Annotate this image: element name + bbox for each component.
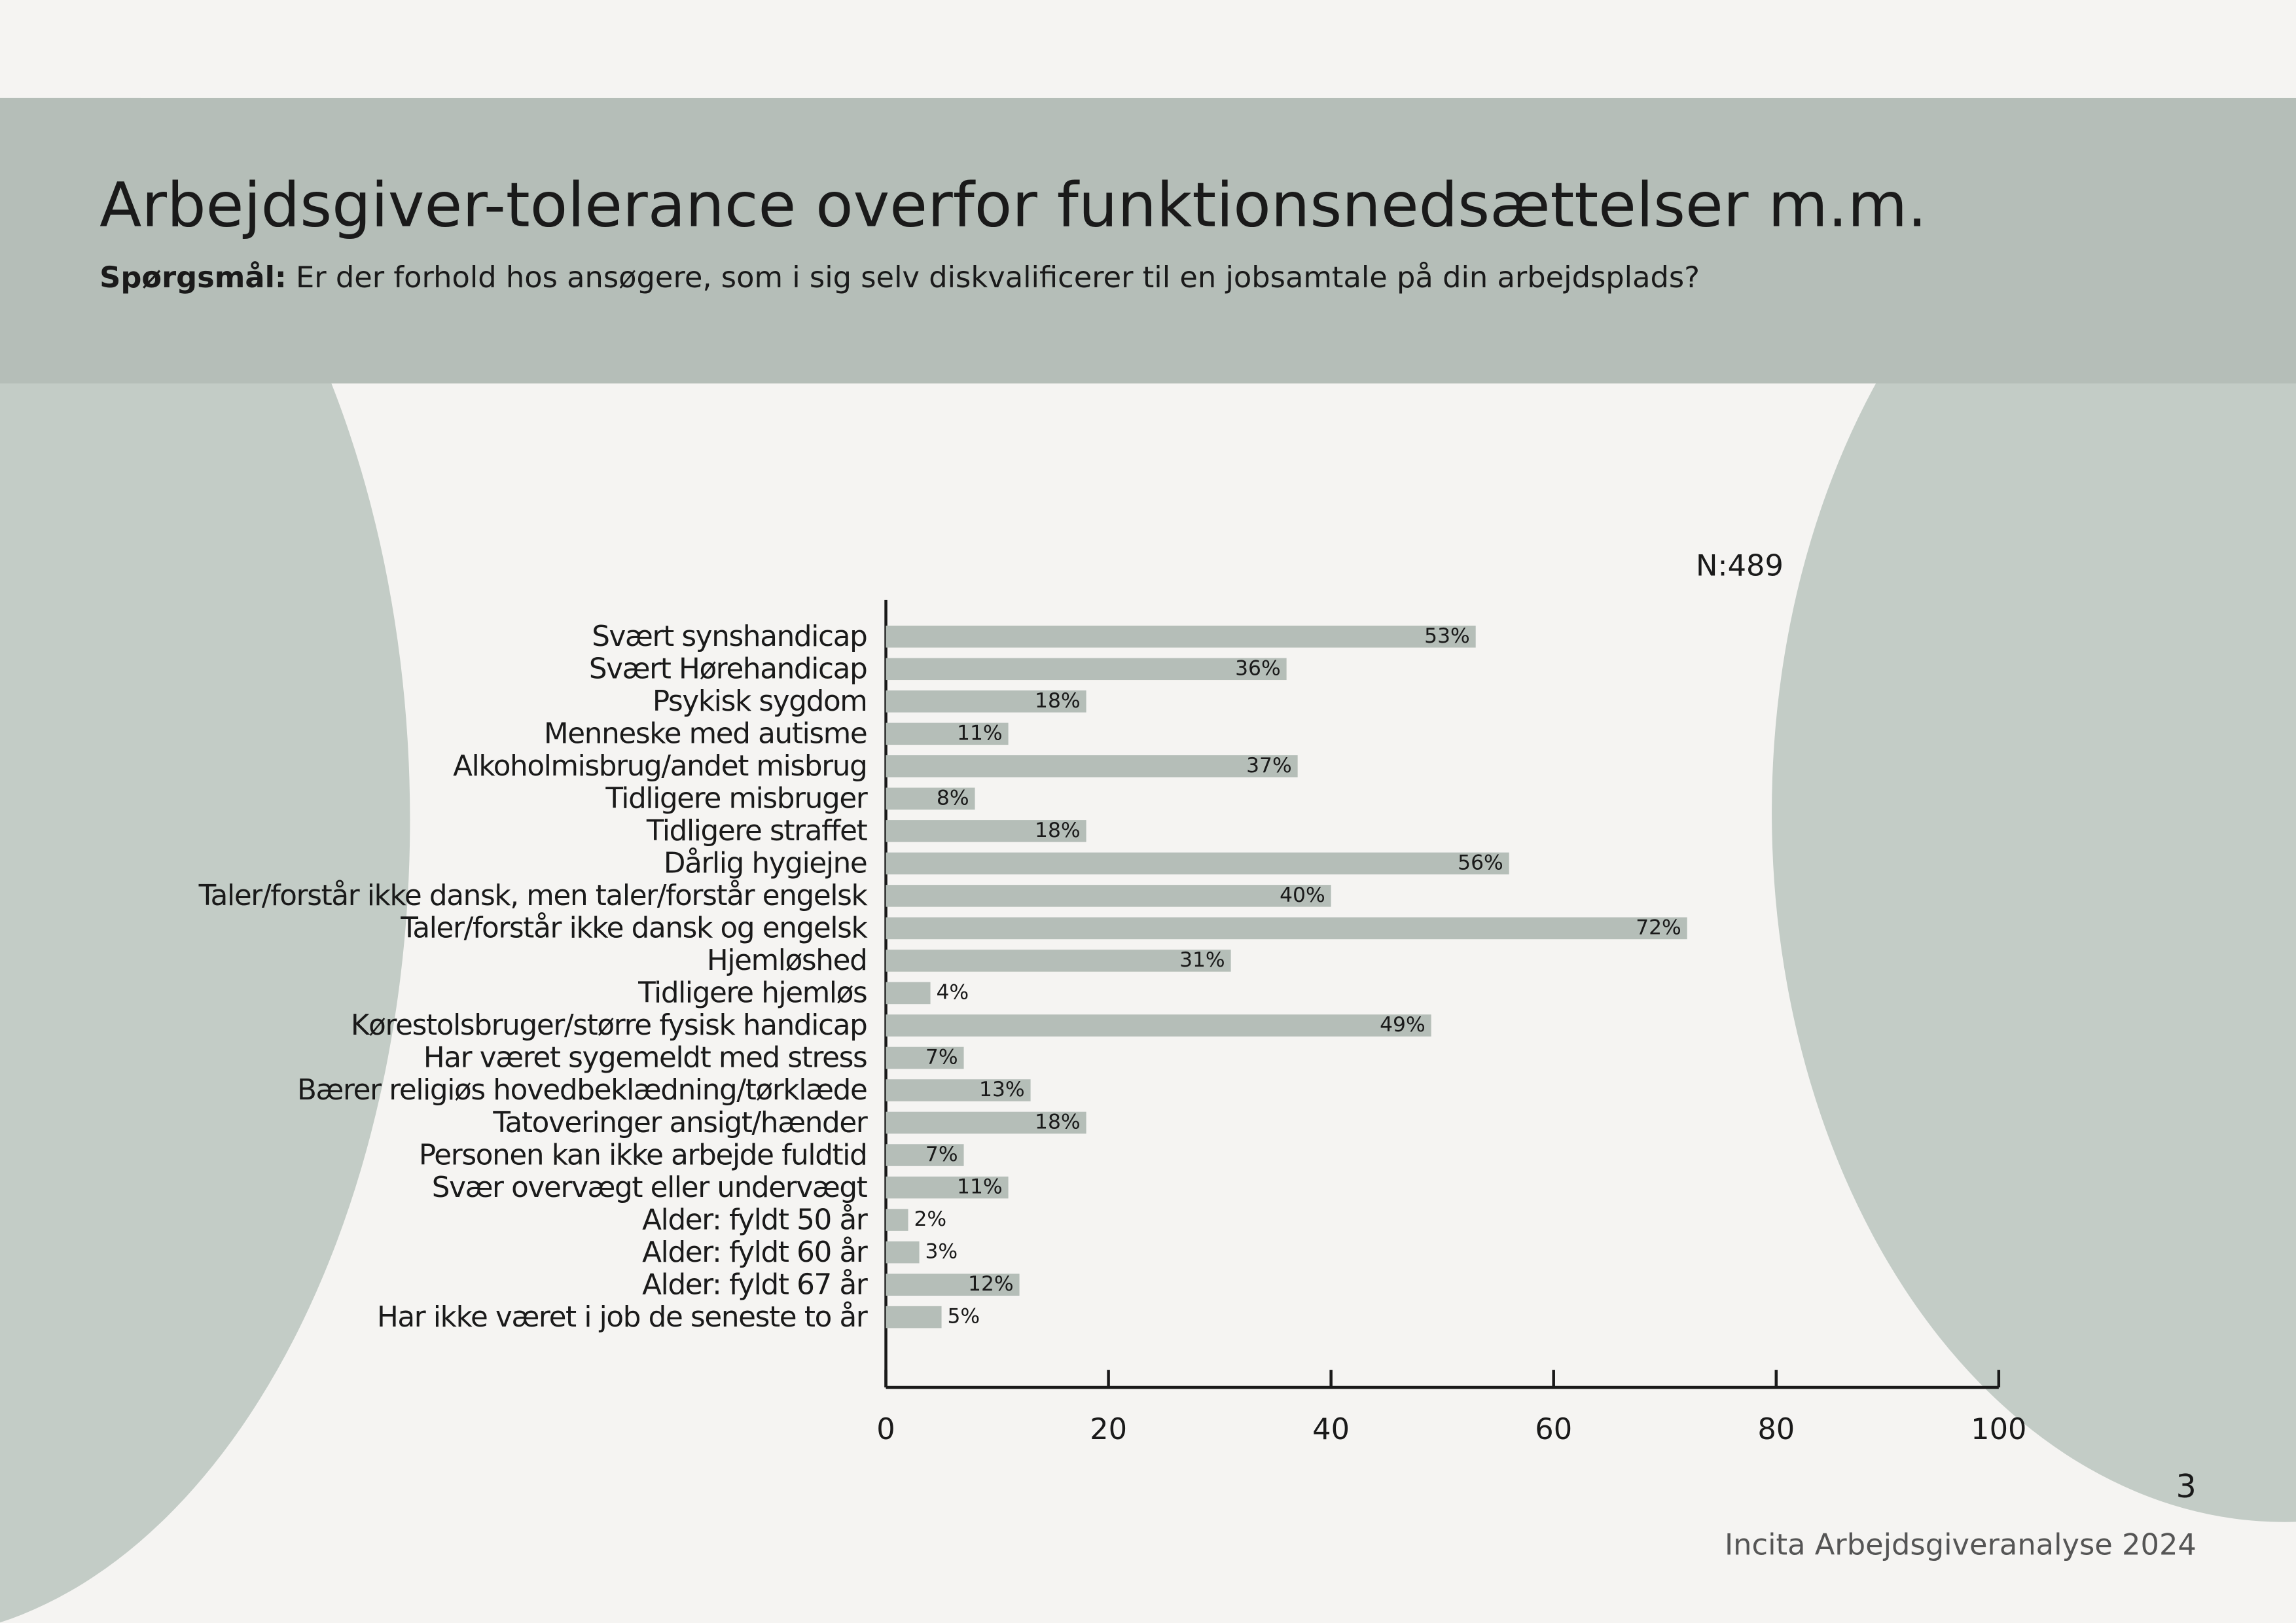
bar <box>886 787 975 810</box>
category-label: Har ikke været i job de seneste to år <box>377 1301 868 1334</box>
bar <box>886 852 1509 875</box>
x-tick-label: 100 <box>1971 1412 2026 1446</box>
value-label: 3% <box>925 1240 958 1264</box>
value-label: 31% <box>1179 948 1225 972</box>
category-label: Personen kan ikke arbejde fuldtid <box>419 1139 867 1171</box>
value-label: 36% <box>1235 656 1281 680</box>
category-label: Svært synshandicap <box>592 620 867 653</box>
value-label: 72% <box>1636 916 1681 939</box>
bar <box>886 950 1231 972</box>
value-label: 18% <box>1035 819 1081 842</box>
sample-note: N:489 <box>1696 548 1784 583</box>
category-label: Dårlig hygiejne <box>664 847 867 880</box>
x-tick-label: 40 <box>1312 1412 1350 1446</box>
footer-text: Incita Arbejdsgiveranalyse 2024 <box>1725 1527 2197 1562</box>
category-label: Psykisk sygdom <box>653 685 867 718</box>
decor-shape-right <box>1772 102 2296 1522</box>
category-label: Taler/forstår ikke dansk og engelsk <box>400 912 868 945</box>
bar <box>886 690 1086 713</box>
value-label: 8% <box>937 786 969 810</box>
bar <box>886 625 1476 648</box>
chart-title: Arbejdsgiver-tolerance overfor funktions… <box>99 170 1927 241</box>
value-label: 56% <box>1458 851 1503 874</box>
value-label: 49% <box>1380 1013 1426 1037</box>
value-label: 37% <box>1246 754 1292 777</box>
bar <box>886 1209 908 1231</box>
category-label: Kørestolsbruger/større fysisk handicap <box>351 1009 867 1042</box>
bar <box>886 917 1687 940</box>
bar <box>886 755 1298 777</box>
value-label: 18% <box>1035 1111 1081 1134</box>
value-label: 4% <box>936 980 969 1004</box>
bar <box>886 885 1331 907</box>
value-label: 11% <box>957 721 1003 745</box>
bar <box>886 722 1009 745</box>
category-label: Alkoholmisbrug/andet misbrug <box>453 750 867 783</box>
category-label: Alder: fyldt 50 år <box>642 1204 868 1236</box>
x-tick-label: 20 <box>1090 1412 1127 1446</box>
decor-shape-left <box>0 16 410 1622</box>
value-label: 13% <box>979 1078 1025 1101</box>
subtitle: Spørgsmål: Er der forhold hos ansøgere, … <box>99 260 1700 294</box>
bar <box>886 982 931 1005</box>
bar <box>886 1079 1031 1101</box>
value-label: 2% <box>914 1207 946 1231</box>
x-tick-label: 0 <box>876 1412 895 1446</box>
x-tick-label: 60 <box>1535 1412 1572 1446</box>
category-label: Bærer religiøs hovedbeklædning/tørklæde <box>297 1074 867 1107</box>
value-label: 40% <box>1280 883 1325 907</box>
page-number: 3 <box>2176 1467 2197 1505</box>
x-tick-label: 80 <box>1757 1412 1795 1446</box>
category-label: Menneske med autisme <box>544 718 867 751</box>
category-label: Svært Hørehandicap <box>589 653 867 686</box>
bar <box>886 658 1287 681</box>
category-label: Hjemløshed <box>707 944 867 977</box>
value-label: 7% <box>925 1143 958 1166</box>
bar <box>886 1014 1431 1037</box>
category-label: Tidligere straffet <box>646 815 868 847</box>
category-label: Alder: fyldt 67 år <box>642 1268 868 1301</box>
value-label: 12% <box>968 1272 1014 1296</box>
bar <box>886 1176 1009 1199</box>
bar <box>886 1111 1086 1134</box>
category-label: Tidligere hjemløs <box>637 977 867 1010</box>
question-text: Er der forhold hos ansøgere, som i sig s… <box>296 260 1700 294</box>
bar <box>886 1241 920 1264</box>
category-label: Har været sygemeldt med stress <box>423 1042 867 1075</box>
value-label: 11% <box>957 1175 1003 1199</box>
plot: 0 20 40 60 80 100 Svært synshandicap 53% Svært H… <box>198 599 2027 1446</box>
top-margin <box>0 0 2296 98</box>
category-label: Tatoveringer ansigt/hænder <box>492 1107 867 1139</box>
value-label: 5% <box>947 1305 980 1329</box>
category-label: Alder: fyldt 60 år <box>642 1236 868 1269</box>
value-label: 7% <box>925 1045 958 1069</box>
bar <box>886 820 1086 842</box>
bar <box>886 1046 964 1069</box>
header-band <box>0 98 2296 383</box>
question-label: Spørgsmål: <box>99 260 287 294</box>
category-label: Svær overvægt eller undervægt <box>432 1171 868 1204</box>
category-label: Tidligere misbruger <box>605 783 868 815</box>
bar <box>886 1274 1020 1296</box>
category-label: Taler/forstår ikke dansk, men taler/fors… <box>198 880 869 912</box>
bar <box>886 1306 942 1329</box>
bar <box>886 1144 964 1166</box>
value-label: 53% <box>1424 624 1470 648</box>
value-label: 18% <box>1035 689 1081 713</box>
